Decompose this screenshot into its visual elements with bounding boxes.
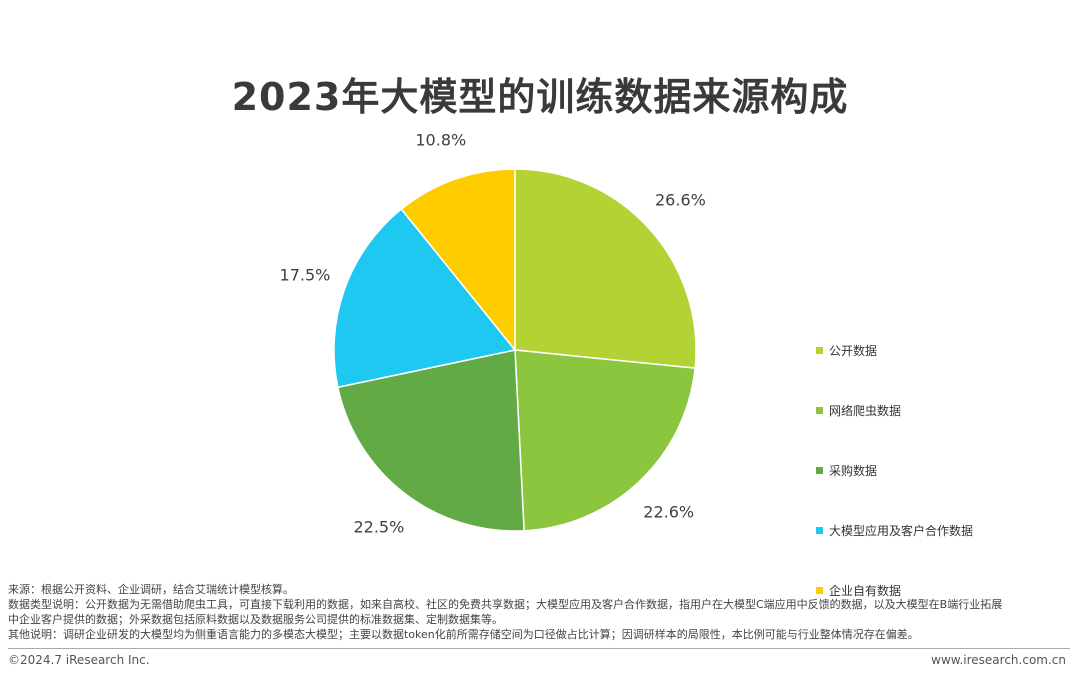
- footer-divider: [8, 648, 1070, 649]
- pie-slice: [333, 208, 517, 389]
- legend-label: 网络爬虫数据: [829, 403, 902, 418]
- legend-swatch: [816, 526, 823, 534]
- legend-swatch: [816, 346, 823, 354]
- chart-title: 2023年大模型的训练数据来源构成: [231, 75, 849, 119]
- legend-swatch: [816, 586, 823, 594]
- legend-item: 企业自有数据: [816, 560, 973, 620]
- slice-value-label: 17.5%: [279, 265, 331, 285]
- copyright: ©2024.7 iResearch Inc.: [8, 653, 150, 667]
- legend-item: 采购数据: [816, 440, 973, 500]
- pie-slice: [400, 168, 516, 353]
- slice-value-label: 10.8%: [415, 130, 467, 150]
- legend-label: 采购数据: [829, 463, 878, 478]
- legend-swatch: [816, 466, 823, 474]
- legend-item: 大模型应用及客户合作数据: [816, 500, 973, 560]
- legend: 公开数据 网络爬虫数据 采购数据 大模型应用及客户合作数据 企业自有数据: [816, 320, 973, 620]
- definition-note-line1: 数据类型说明：公开数据为无需借助爬虫工具，可直接下载利用的数据，如来自高校、社区…: [8, 598, 1003, 611]
- legend-swatch: [816, 406, 823, 414]
- legend-item: 网络爬虫数据: [816, 380, 973, 440]
- legend-label: 大模型应用及客户合作数据: [829, 523, 974, 538]
- other-note: 其他说明：调研企业研发的大模型均为侧重语言能力的多模态大模型；主要以数据toke…: [8, 628, 919, 641]
- pie-slice: [514, 349, 696, 532]
- website-link: www.iresearch.com.cn: [931, 653, 1066, 667]
- pie-slice: [514, 168, 697, 369]
- chart-notes: 来源：根据公开资料、企业调研，结合艾瑞统计模型核算。 数据类型说明：公开数据为无…: [8, 582, 1074, 642]
- pie-slice: [336, 349, 525, 532]
- legend-item: 公开数据: [816, 320, 973, 380]
- slice-value-label: 22.6%: [643, 502, 695, 522]
- slice-value-label: 22.5%: [353, 517, 405, 537]
- slice-value-label: 26.6%: [654, 190, 706, 210]
- legend-label: 企业自有数据: [829, 583, 902, 598]
- source-note: 来源：根据公开资料、企业调研，结合艾瑞统计模型核算。: [8, 583, 294, 596]
- legend-label: 公开数据: [829, 343, 878, 358]
- definition-note-line2: 中企业客户提供的数据；外采数据包括原料数据以及数据服务公司提供的标准数据集、定制…: [8, 613, 503, 626]
